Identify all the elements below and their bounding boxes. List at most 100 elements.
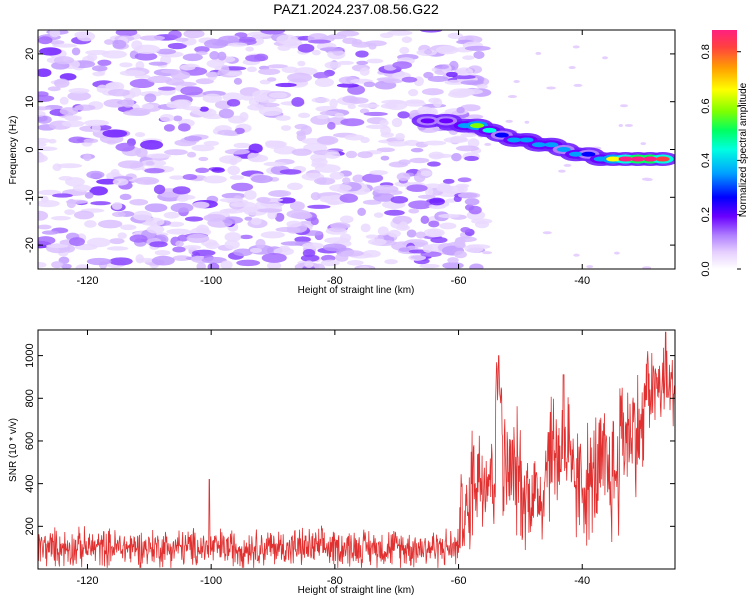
noise-blob xyxy=(368,42,377,50)
noise-blob xyxy=(122,109,149,116)
noise-blob xyxy=(395,132,405,141)
noise-blob xyxy=(381,99,406,105)
noise-blob xyxy=(346,260,364,266)
noise-blob xyxy=(398,221,408,230)
noise-blob xyxy=(460,80,484,86)
noise-blob xyxy=(384,209,405,216)
noise-blob xyxy=(392,215,413,225)
noise-blob xyxy=(568,66,576,70)
noise-blob xyxy=(261,252,287,263)
noise-blob xyxy=(457,185,468,193)
x-tick-label: -80 xyxy=(327,575,343,587)
noise-blob xyxy=(367,238,387,246)
noise-blob xyxy=(239,36,256,43)
x-tick-label: -40 xyxy=(574,275,590,287)
noise-blob xyxy=(563,163,572,167)
noise-blob xyxy=(397,111,410,119)
noise-blob xyxy=(203,140,219,147)
noise-blob xyxy=(227,42,248,47)
noise-blob xyxy=(155,48,177,55)
noise-blob xyxy=(386,30,413,36)
ridge-point xyxy=(581,151,596,157)
noise-blob xyxy=(342,177,351,185)
ridge-point xyxy=(507,137,522,143)
noise-blob xyxy=(406,229,417,238)
noise-blob xyxy=(145,161,155,166)
noise-blob xyxy=(131,40,143,51)
noise-blob xyxy=(106,246,129,251)
noise-blob xyxy=(513,80,520,84)
x-tick-label: -100 xyxy=(200,575,222,587)
noise-blob xyxy=(263,161,287,167)
noise-blob xyxy=(148,61,168,66)
spectrogram-marks xyxy=(38,30,675,269)
noise-blob xyxy=(419,263,440,269)
noise-blob xyxy=(218,108,235,119)
noise-blob xyxy=(64,115,82,121)
noise-blob xyxy=(92,71,105,77)
noise-blob xyxy=(310,192,321,201)
noise-blob xyxy=(250,217,262,226)
spectrogram-y-ticks: -20 -10 0 10 20 xyxy=(24,48,675,253)
colorbar-tick-label: 0.6 xyxy=(700,98,712,113)
noise-blob xyxy=(230,202,248,208)
ridge-point xyxy=(494,132,509,138)
noise-blob xyxy=(339,193,358,203)
noise-blob xyxy=(455,145,479,152)
noise-blob xyxy=(614,251,620,255)
noise-blob xyxy=(357,103,380,108)
noise-blob xyxy=(307,204,331,209)
noise-blob xyxy=(464,198,480,206)
snr-x-label: Height of straight line (km) xyxy=(298,585,415,596)
noise-blob xyxy=(457,192,481,199)
noise-blob xyxy=(310,217,319,226)
noise-blob xyxy=(438,213,460,219)
noise-blob xyxy=(360,223,371,233)
colorbar-label: Normalized spectral amplitude xyxy=(738,82,749,217)
colorbar: 0.0 0.2 0.4 0.6 0.8 Normalized spectral ampl… xyxy=(700,30,749,277)
noise-blob xyxy=(58,256,70,264)
noise-blob xyxy=(359,108,370,114)
noise-blob xyxy=(68,88,90,94)
noise-blob xyxy=(345,150,358,159)
noise-blob xyxy=(535,51,542,55)
noise-blob xyxy=(225,71,243,77)
noise-blob xyxy=(115,30,138,37)
noise-blob xyxy=(336,83,359,88)
noise-blob xyxy=(365,234,379,239)
noise-blob xyxy=(177,123,191,132)
noise-blob xyxy=(187,151,197,158)
noise-blob xyxy=(340,118,365,127)
noise-blob xyxy=(339,233,352,242)
noise-blob xyxy=(266,261,282,269)
noise-blob xyxy=(246,66,257,73)
noise-blob xyxy=(644,178,653,182)
noise-blob xyxy=(304,260,314,268)
noise-blob xyxy=(316,135,339,145)
noise-blob xyxy=(314,77,334,88)
y-tick-label: 1000 xyxy=(24,343,36,367)
noise-blob xyxy=(324,151,341,159)
noise-blob xyxy=(205,241,220,250)
noise-blob xyxy=(324,61,342,69)
noise-blob xyxy=(464,155,479,162)
noise-blob xyxy=(60,263,72,269)
noise-blob xyxy=(245,54,266,62)
noise-blob xyxy=(195,51,208,56)
noise-blob xyxy=(226,98,241,107)
noise-blob xyxy=(422,244,433,253)
snr-x-ticks: -120 -100 -80 -60 -40 xyxy=(76,330,590,587)
noise-blob xyxy=(140,139,164,150)
noise-blob xyxy=(129,234,148,243)
noise-blob xyxy=(183,30,205,39)
noise-blob xyxy=(329,184,352,192)
noise-blob xyxy=(244,216,253,221)
noise-blob xyxy=(446,71,458,78)
noise-blob xyxy=(229,175,245,180)
noise-blob xyxy=(410,147,424,153)
noise-blob xyxy=(267,64,288,69)
noise-blob xyxy=(61,120,85,128)
noise-blob xyxy=(329,171,345,180)
noise-blob xyxy=(202,113,225,120)
